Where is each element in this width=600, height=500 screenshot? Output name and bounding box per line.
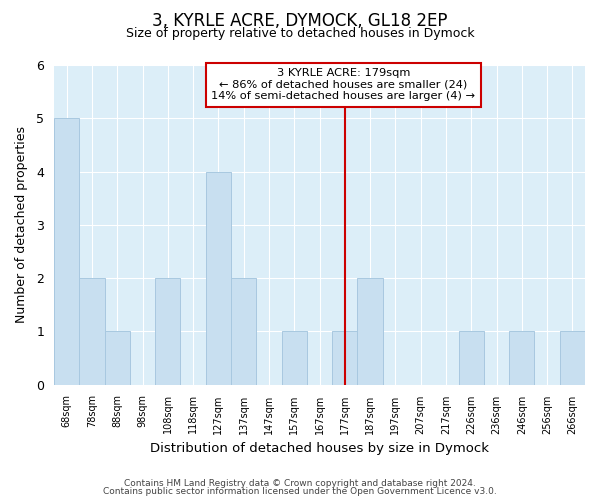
Bar [458,332,484,384]
Bar [155,278,181,384]
Bar [231,278,256,384]
Text: Contains public sector information licensed under the Open Government Licence v3: Contains public sector information licen… [103,487,497,496]
Y-axis label: Number of detached properties: Number of detached properties [15,126,28,324]
Text: 3, KYRLE ACRE, DYMOCK, GL18 2EP: 3, KYRLE ACRE, DYMOCK, GL18 2EP [152,12,448,30]
Text: 3 KYRLE ACRE: 179sqm
← 86% of detached houses are smaller (24)
14% of semi-detac: 3 KYRLE ACRE: 179sqm ← 86% of detached h… [211,68,475,102]
Bar [104,332,130,384]
Bar [358,278,383,384]
Bar [79,278,104,384]
Bar [54,118,79,384]
Bar [509,332,535,384]
Bar [281,332,307,384]
Bar [560,332,585,384]
Bar [206,172,231,384]
X-axis label: Distribution of detached houses by size in Dymock: Distribution of detached houses by size … [150,442,489,455]
Bar [332,332,358,384]
Text: Size of property relative to detached houses in Dymock: Size of property relative to detached ho… [125,28,475,40]
Text: Contains HM Land Registry data © Crown copyright and database right 2024.: Contains HM Land Registry data © Crown c… [124,478,476,488]
